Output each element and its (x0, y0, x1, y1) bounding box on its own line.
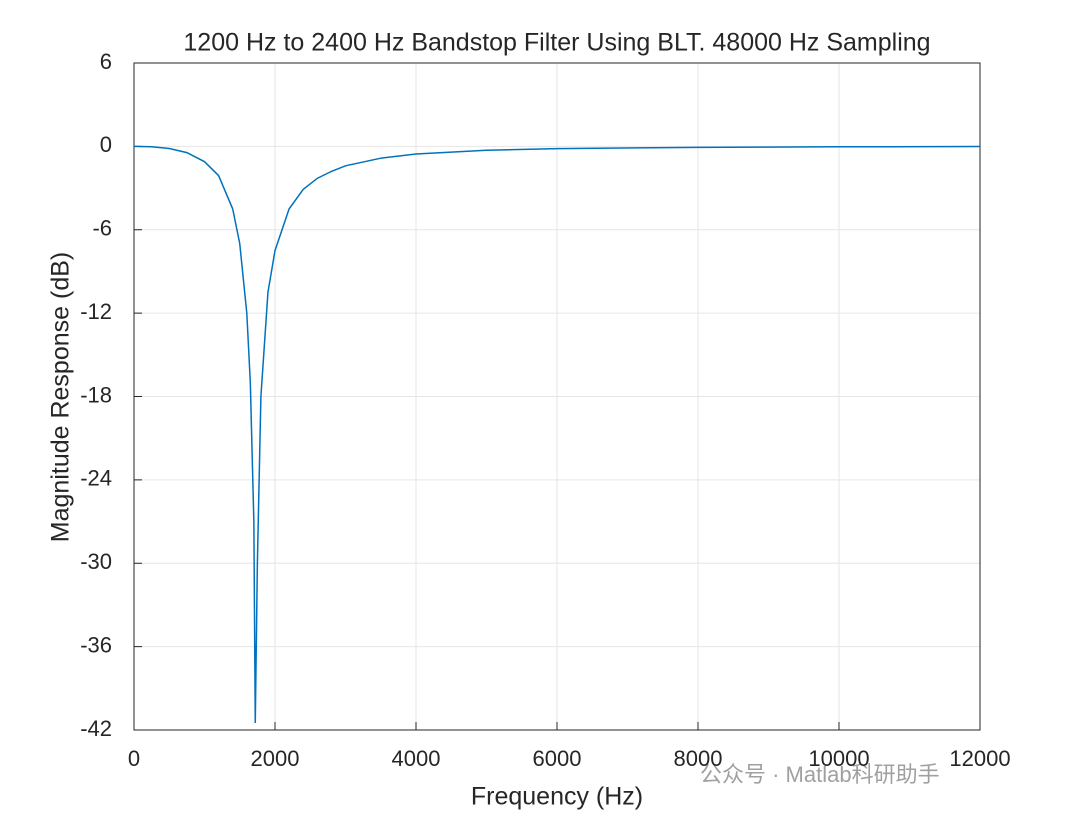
y-tick-label: 0 (100, 132, 112, 157)
y-tick-label: -12 (80, 299, 112, 324)
x-tick-label: 4000 (392, 746, 441, 771)
x-axis-label: Frequency (Hz) (471, 783, 643, 811)
line (133, 145, 981, 724)
y-tick-label: -6 (92, 216, 112, 241)
axes-box (133, 62, 981, 731)
y-tick-label: -30 (80, 549, 112, 574)
y-tick-label: -36 (80, 632, 112, 657)
x-tick-label: 12000 (949, 746, 1010, 771)
x-tick-label: 8000 (674, 746, 723, 771)
x-tick-label: 10000 (808, 746, 869, 771)
y-axis-label: Magnitude Response (dB) (47, 252, 75, 542)
y-tick-label: -18 (80, 382, 112, 407)
chart-title: 1200 Hz to 2400 Hz Bandstop Filter Using… (183, 29, 930, 57)
x-tick-label: 6000 (533, 746, 582, 771)
watermark: 公众号 · Matlab科研助手 (700, 762, 940, 787)
y-tick-label: 6 (100, 49, 112, 74)
x-tick-label: 0 (128, 746, 140, 771)
x-tick-label: 2000 (251, 746, 300, 771)
y-tick-label: -24 (80, 466, 112, 491)
y-tick-label: -42 (80, 716, 112, 741)
